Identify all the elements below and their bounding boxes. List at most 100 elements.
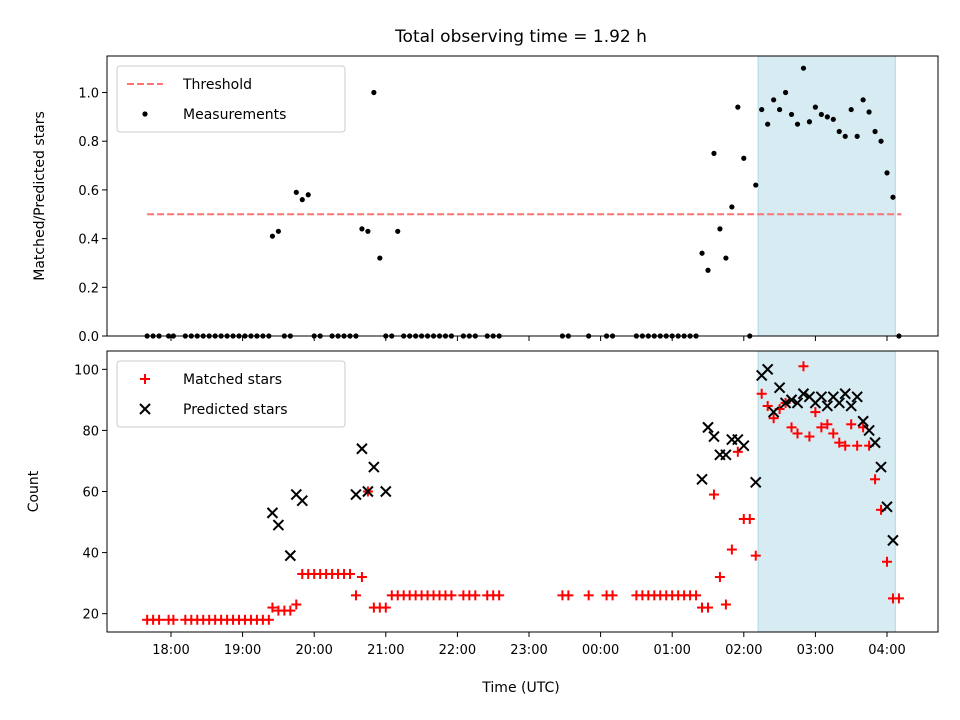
y-tick-label: 1.0: [78, 87, 99, 102]
measurement-point: [275, 228, 281, 234]
matched-point: [732, 446, 743, 457]
legend-label: Measurements: [183, 107, 286, 123]
measurement-point: [729, 204, 735, 210]
y-tick-label: 0.8: [78, 135, 99, 150]
measurement-point: [395, 228, 401, 234]
matched-point: [762, 400, 773, 411]
matched-point: [893, 593, 904, 604]
predicted-point: [863, 424, 875, 437]
y-tick-label: 80: [82, 424, 99, 439]
predicted-point: [284, 549, 297, 562]
x-axis-label: Time (UTC): [481, 680, 559, 696]
matched-point: [267, 602, 278, 613]
predicted-point: [767, 406, 780, 418]
y-tick-label: 0.2: [78, 281, 99, 296]
measurement-point: [872, 128, 878, 135]
predicted-point: [761, 363, 774, 376]
predicted-point: [738, 439, 750, 452]
matched-point: [583, 590, 594, 601]
measurement-point: [359, 226, 365, 232]
matched-point: [810, 407, 821, 418]
x-tick-label: 02:00: [725, 643, 762, 658]
measurement-point: [777, 106, 783, 113]
predicted-point: [720, 449, 732, 461]
matched-point: [828, 428, 839, 439]
measurement-point: [765, 121, 771, 127]
x-tick-label: 00:00: [582, 643, 619, 658]
predicted-point: [875, 461, 887, 473]
matched-point: [563, 590, 574, 601]
measurement-point: [782, 89, 789, 96]
matched-point: [840, 440, 851, 451]
predicted-point: [708, 430, 720, 443]
matched-point: [703, 602, 713, 613]
y-tick-label: 0.0: [78, 330, 99, 345]
legend-predicted-swatch: [139, 403, 151, 415]
matched-point: [846, 419, 857, 430]
measurement-point: [741, 155, 747, 161]
predicted-point: [785, 394, 798, 406]
measurement-point: [305, 192, 311, 198]
predicted-point: [296, 494, 308, 507]
predicted-point: [696, 473, 708, 485]
matched-point: [470, 590, 481, 601]
y-tick-label: 100: [74, 363, 99, 378]
matched-point: [345, 568, 355, 579]
observing-window: [757, 55, 896, 337]
measurement-point: [723, 255, 729, 261]
predicted-point: [779, 397, 792, 409]
measurement-point: [854, 133, 860, 139]
predicted-point: [821, 400, 834, 412]
matched-point: [263, 614, 274, 625]
measurement-point: [836, 128, 842, 135]
legend-measurement-swatch: [142, 111, 148, 117]
predicted-point: [272, 519, 285, 531]
measurement-point: [800, 65, 807, 71]
measurement-point: [771, 97, 777, 103]
y-tick-label: 40: [82, 547, 99, 562]
measurement-point: [365, 228, 371, 234]
y-tick-label: 0.6: [78, 184, 99, 199]
matched-point: [822, 419, 833, 430]
measurement-point: [890, 194, 896, 200]
y-tick-label: 0.4: [78, 233, 99, 248]
x-tick-label: 01:00: [653, 643, 690, 658]
measurement-point: [806, 119, 813, 125]
x-tick-label: 23:00: [510, 643, 547, 658]
measurement-point: [371, 89, 377, 96]
measurement-point: [818, 111, 824, 118]
y-tick-label: 60: [82, 486, 99, 501]
measurement-point: [269, 233, 276, 239]
measurement-point: [705, 267, 711, 273]
measurement-point: [717, 226, 723, 232]
predicted-point: [833, 397, 845, 409]
matched-point: [768, 413, 779, 424]
matched-point: [750, 550, 761, 561]
legend: Matched stars Predicted stars: [116, 360, 346, 428]
predicted-point: [266, 507, 279, 519]
bottom-panel: 20 40 60 80 100 18:00 19:00 20:00 21:00 22:00 23:0…: [26, 350, 939, 658]
measurement-point: [699, 250, 705, 256]
predicted-point: [791, 397, 804, 409]
matched-point: [285, 605, 296, 616]
legend-box: [116, 65, 346, 133]
legend-box: [116, 360, 346, 428]
matched-point: [356, 572, 367, 583]
predicted-point: [869, 436, 881, 449]
measurement-point: [848, 106, 854, 113]
legend-label: Matched stars: [183, 372, 282, 388]
predicted-point: [881, 501, 893, 513]
matched-point: [380, 602, 391, 613]
x-tick-label: 04:00: [868, 643, 905, 658]
predicted-point: [702, 421, 714, 434]
y-axis-label: Count: [26, 470, 42, 512]
observing-window: [757, 350, 896, 633]
matched-point: [691, 590, 702, 601]
matched-point: [714, 572, 725, 583]
measurement-point: [860, 97, 866, 103]
y-axis-label: Matched/Predicted stars: [32, 111, 48, 281]
predicted-point: [773, 381, 786, 394]
matched-point: [291, 599, 302, 610]
predicted-point: [750, 476, 762, 489]
